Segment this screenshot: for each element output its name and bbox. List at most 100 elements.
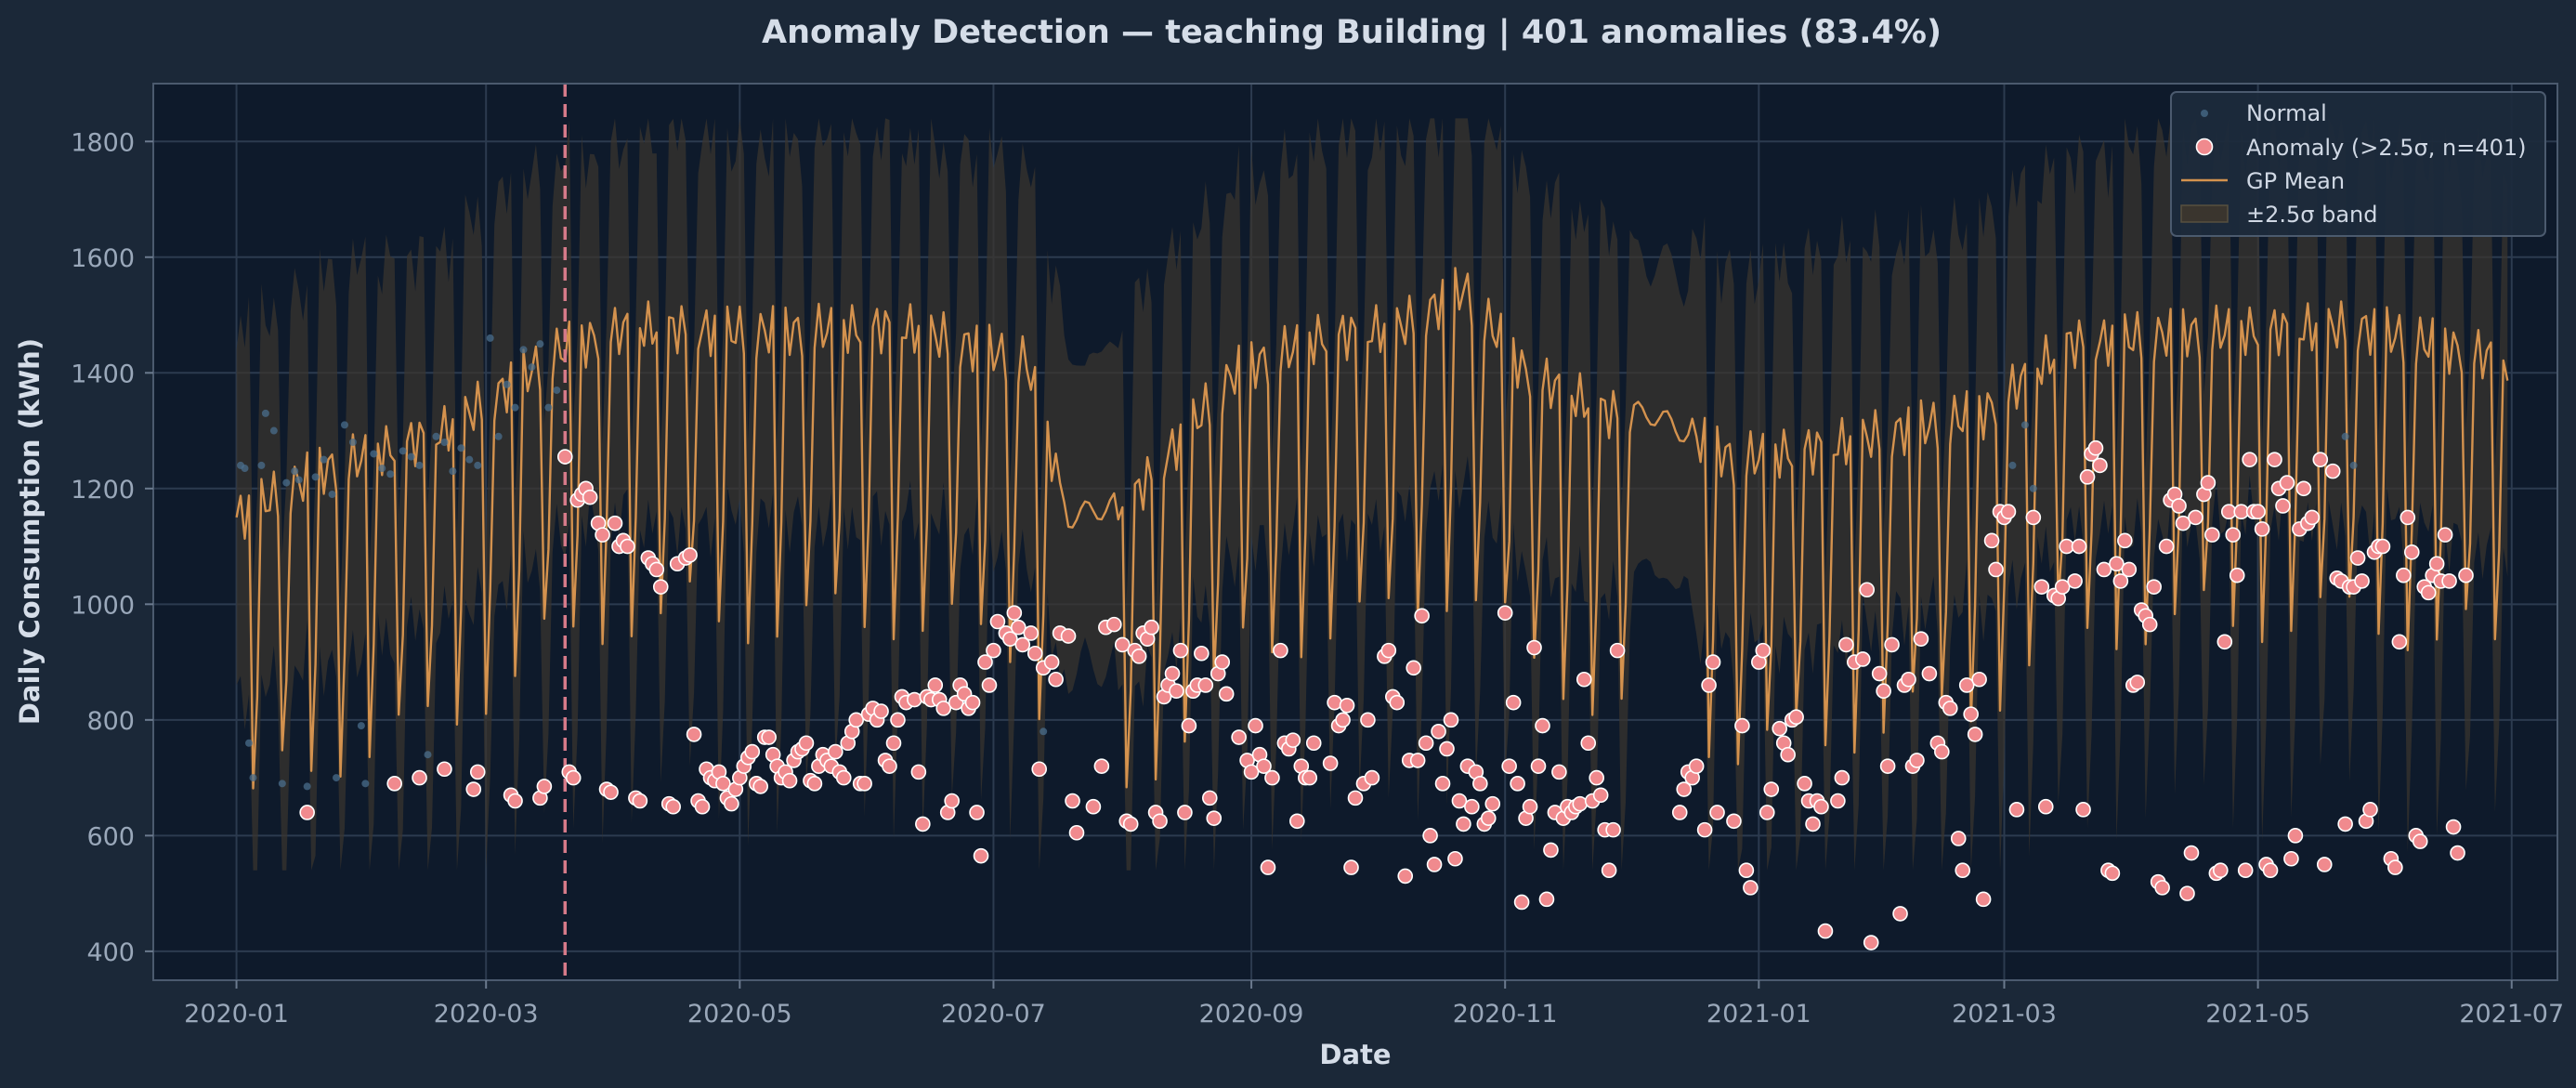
y-tick-label: 800: [86, 707, 135, 736]
normal-point: [399, 447, 407, 454]
anomaly-point: [1744, 881, 1758, 895]
anomaly-point: [1340, 699, 1354, 713]
anomaly-point: [1606, 823, 1620, 837]
anomaly-point: [583, 491, 597, 505]
anomaly-point: [649, 562, 663, 576]
anomaly-point: [1594, 788, 1608, 802]
anomaly-point: [1536, 719, 1550, 733]
anomaly-point: [2313, 452, 2327, 466]
anomaly-point: [1398, 869, 1412, 883]
anomaly-point: [1581, 736, 1595, 750]
anomaly-point: [2026, 510, 2040, 524]
anomaly-point: [1094, 759, 1108, 773]
anomaly-point: [1265, 771, 1279, 785]
anomaly-point: [2034, 580, 2048, 594]
x-tick-label: 2021-01: [1706, 1000, 1811, 1029]
anomaly-point: [1552, 765, 1566, 779]
anomaly-point: [2459, 569, 2473, 583]
anomaly-point: [2068, 574, 2082, 588]
anomaly-point: [2326, 465, 2340, 478]
anomaly-point: [412, 771, 426, 785]
normal-point: [2021, 421, 2029, 428]
anomaly-point: [1764, 782, 1778, 796]
anomaly-point: [974, 849, 988, 863]
anomaly-point: [1698, 823, 1712, 837]
normal-point: [270, 427, 278, 435]
anomaly-point: [2251, 505, 2265, 518]
anomaly-point: [2288, 829, 2302, 843]
normal-point: [553, 387, 560, 394]
normal-point: [416, 462, 424, 469]
anomaly-point: [1124, 817, 1138, 831]
anomaly-point: [982, 678, 996, 692]
anomaly-point: [1860, 583, 1874, 596]
anomaly-point: [1702, 678, 1716, 692]
anomaly-point: [1381, 644, 1395, 658]
anomaly-point: [387, 777, 401, 791]
anomaly-point: [666, 800, 680, 814]
anomaly-point: [2363, 803, 2377, 817]
anomaly-point: [633, 794, 647, 808]
x-tick-label: 2020-03: [434, 1000, 539, 1029]
anomaly-point: [1914, 632, 1928, 646]
legend-marker-normal: [2201, 110, 2208, 117]
normal-point: [291, 467, 298, 475]
anomaly-point: [2256, 522, 2269, 536]
anomaly-point: [1444, 713, 1458, 727]
anomaly-point: [1922, 667, 1936, 681]
normal-point: [457, 444, 464, 452]
anomaly-point: [2318, 858, 2332, 872]
anomaly-point: [745, 745, 759, 759]
normal-point: [465, 456, 473, 464]
anomaly-point: [1876, 684, 1890, 698]
legend: Normal Anomaly (>2.5σ, n=401) GP Mean ±2…: [2171, 92, 2545, 236]
legend-label-anomaly: Anomaly (>2.5σ, n=401): [2246, 135, 2527, 161]
normal-point: [519, 346, 527, 353]
anomaly-point: [1856, 652, 1870, 666]
anomaly-point: [1153, 814, 1167, 828]
anomaly-point: [1893, 907, 1907, 921]
anomaly-point: [567, 771, 581, 785]
anomaly-point: [1690, 759, 1704, 773]
anomaly-point: [683, 548, 697, 562]
anomaly-point: [1390, 696, 1404, 710]
anomaly-point: [1361, 713, 1375, 727]
normal-point: [295, 476, 303, 483]
anomaly-point: [1806, 817, 1820, 831]
anomaly-point: [2413, 834, 2427, 848]
anomaly-point: [1207, 811, 1221, 825]
legend-label-band: ±2.5σ band: [2246, 202, 2378, 228]
anomaly-point: [916, 817, 930, 831]
anomaly-point: [508, 794, 522, 808]
normal-point: [386, 470, 394, 478]
anomaly-point: [1198, 678, 1212, 692]
anomaly-point: [1952, 832, 1966, 845]
anomaly-point: [1955, 863, 1969, 877]
anomaly-point: [2039, 800, 2053, 814]
anomaly-point: [837, 771, 851, 785]
anomaly-point: [1589, 771, 1603, 785]
normal-point: [2030, 485, 2037, 492]
x-tick-label: 2020-05: [687, 1000, 792, 1029]
anomaly-point: [558, 450, 572, 464]
y-tick-label: 1200: [71, 476, 135, 505]
anomaly-point: [471, 765, 485, 779]
anomaly-point: [1203, 791, 1217, 805]
normal-point: [536, 340, 543, 347]
normal-point: [329, 491, 336, 498]
anomaly-point: [2338, 817, 2352, 831]
x-axis-label: Date: [1319, 1039, 1391, 1070]
anomaly-point: [2397, 569, 2411, 583]
x-tick-label: 2020-01: [184, 1000, 289, 1029]
x-tick-label: 2021-05: [2205, 1000, 2310, 1029]
anomaly-point: [1864, 936, 1878, 950]
anomaly-point: [2243, 452, 2256, 466]
anomaly-point: [2355, 574, 2369, 588]
anomaly-point: [2214, 863, 2228, 877]
anomaly-point: [2217, 635, 2231, 649]
anomaly-point: [2147, 580, 2161, 594]
anomaly-point: [604, 785, 618, 799]
anomaly-point: [1902, 673, 1916, 687]
anomaly-point: [1349, 791, 1363, 805]
